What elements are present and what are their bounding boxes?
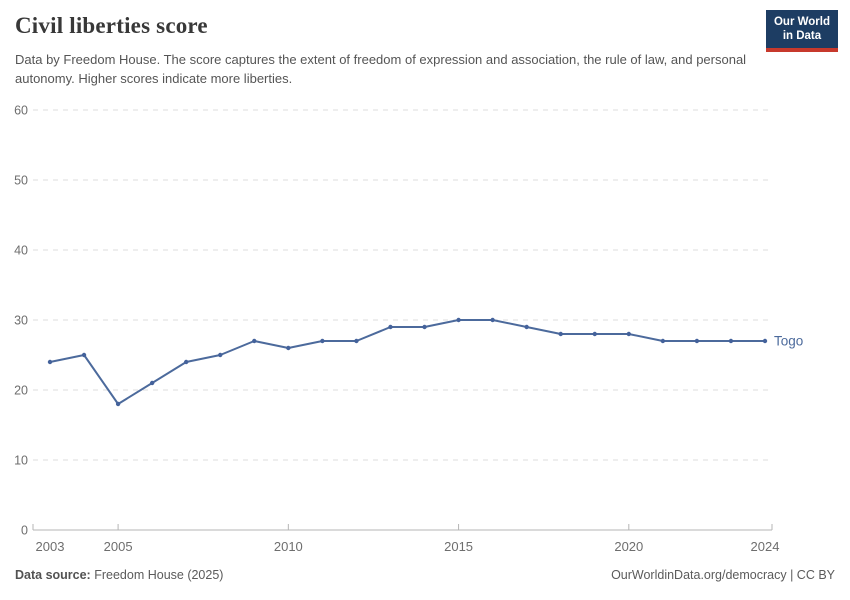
x-tick-label: 2015 [444,539,473,554]
data-point [81,352,87,358]
chart-footer: Data source: Freedom House (2025) OurWor… [15,568,835,582]
trend-line [49,319,766,405]
data-point [558,331,563,337]
x-tick-label: 2005 [104,539,133,554]
data-point [320,338,325,344]
data-point [252,338,257,344]
data-source-value: Freedom House (2025) [94,568,224,582]
data-point [286,345,291,351]
data-point [524,324,529,330]
data-point [660,338,666,344]
data-point [183,359,189,365]
x-tick-label: 2020 [614,539,643,554]
data-point [149,380,155,386]
license-link[interactable]: OurWorldinData.org/democracy | CC BY [611,568,835,582]
owid-logo[interactable]: Our World in Data [765,10,838,52]
data-point [456,317,461,323]
data-point [115,401,121,407]
chart-subtitle: Data by Freedom House. The score capture… [15,52,747,86]
y-tick-label: 30 [14,314,28,328]
y-tick-label: 40 [14,244,28,258]
data-point [592,331,597,337]
data-point [728,338,734,344]
data-point [422,324,427,330]
entity-label: Togo [774,334,803,349]
data-source-label: Data source: [15,568,91,582]
x-tick-label: 2024 [751,539,780,554]
y-tick-label: 60 [14,104,28,118]
x-tick-label: 2010 [274,539,303,554]
page-title: Civil liberties score [15,13,208,38]
data-point [218,352,223,358]
data-point [694,338,700,344]
y-tick-label: 0 [21,524,28,538]
data-point [626,331,632,337]
data-point [47,359,53,365]
data-source: Data source: Freedom House (2025) [15,568,223,582]
y-tick-label: 20 [14,384,28,398]
x-tick-label: 2003 [36,539,65,554]
y-tick-label: 10 [14,454,28,468]
y-tick-label: 50 [14,174,28,188]
data-point [762,338,768,344]
data-point [388,324,393,330]
logo-line2: in Data [782,30,822,43]
data-point [490,317,495,323]
data-point [354,338,359,344]
logo-line1: Our World [773,16,830,28]
